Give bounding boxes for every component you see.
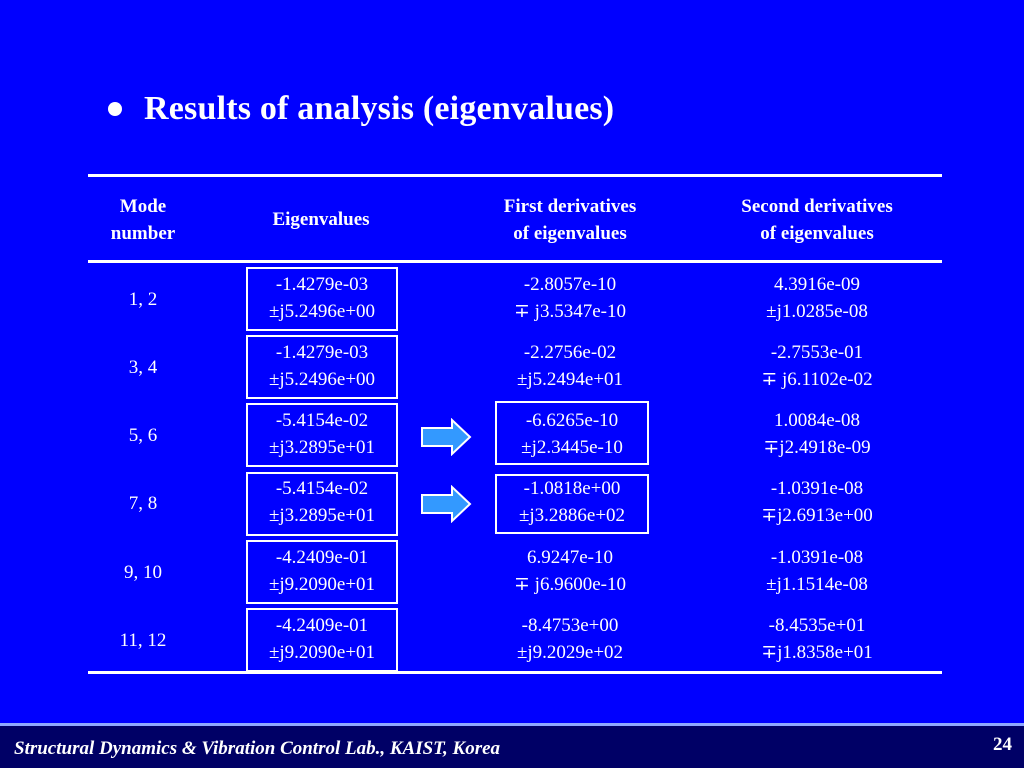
header-mode-line1: Mode — [119, 196, 167, 217]
first-imag-row-3: ±j2.3445e-10 — [521, 437, 623, 458]
right-arrow-icon — [421, 485, 472, 523]
first-deriv-cell-row-5: 6.9247e-10 ∓ j6.9600e-10 — [470, 544, 670, 598]
slide-title-row: Results of analysis (eigenvalues) — [108, 90, 614, 128]
first-imag-row-4: ±j3.2886e+02 — [518, 505, 626, 526]
eig-imag-row-5: ±j9.2090e+01 — [268, 574, 376, 595]
eig-real-row-2: -1.4279e-03 — [275, 342, 369, 363]
mode-cell-row-6: 11, 12 — [119, 630, 167, 651]
eig-real-row-1: -1.4279e-03 — [275, 274, 369, 295]
slide-title: Results of analysis (eigenvalues) — [144, 90, 615, 127]
table-header-rule — [88, 260, 942, 263]
highlight-box-eig-9-10 — [246, 540, 398, 604]
eig-real-row-5: -4.2409e-01 — [275, 547, 369, 568]
eig-real-row-6: -4.2409e-01 — [275, 615, 369, 636]
header-mode: Mode number — [88, 193, 198, 247]
second-real-row-3: 1.0084e-08 — [773, 410, 860, 431]
header-second-line1: Second derivatives — [741, 196, 893, 217]
eigenvalue-cell-row-1: -1.4279e-03 ±j5.2496e+00 — [246, 271, 398, 325]
first-deriv-cell-row-2: -2.2756e-02 ±j5.2494e+01 — [470, 339, 670, 393]
first-imag-row-6: ±j9.2029e+02 — [516, 642, 624, 663]
second-deriv-cell-row-4: -1.0391e-08 ∓j2.6913e+00 — [712, 475, 922, 529]
header-eigenvalues: Eigenvalues — [246, 206, 396, 233]
highlight-box-eig-11-12 — [246, 608, 398, 672]
eig-imag-row-1: ±j5.2496e+00 — [268, 301, 376, 322]
second-imag-row-5: ±j1.1514e-08 — [766, 574, 868, 595]
footer-bar: Structural Dynamics & Vibration Control … — [0, 723, 1024, 768]
highlight-box-eig-5-6 — [246, 403, 398, 467]
first-imag-row-5: ∓ j6.9600e-10 — [514, 574, 626, 595]
eig-imag-row-4: ±j3.2895e+01 — [268, 505, 376, 526]
second-real-row-4: -1.0391e-08 — [770, 478, 864, 499]
header-eig-line1: Eigenvalues — [272, 209, 370, 230]
bullet-icon — [108, 102, 122, 116]
first-real-row-5: 6.9247e-10 — [526, 547, 613, 568]
header-first-line2: of eigenvalues — [513, 223, 627, 244]
second-real-row-5: -1.0391e-08 — [770, 547, 864, 568]
highlight-box-first-7-8 — [495, 474, 649, 534]
eig-real-row-4: -5.4154e-02 — [275, 478, 369, 499]
highlight-box-first-5-6 — [495, 401, 649, 465]
mode-cell-row-2: 3, 4 — [128, 357, 158, 378]
header-second-line2: of eigenvalues — [760, 223, 874, 244]
first-deriv-cell-row-4: -1.0818e+00 ±j3.2886e+02 — [495, 475, 649, 529]
second-deriv-cell-row-6: -8.4535e+01 ∓j1.8358e+01 — [712, 612, 922, 666]
highlight-box-eig-7-8 — [246, 472, 398, 536]
mode-cell-row-4: 7, 8 — [128, 493, 158, 514]
first-deriv-cell-row-6: -8.4753e+00 ±j9.2029e+02 — [470, 612, 670, 666]
first-real-row-1: -2.8057e-10 — [523, 274, 617, 295]
mode-cell-row-1: 1, 2 — [128, 289, 158, 310]
first-real-row-3: -6.6265e-10 — [525, 410, 619, 431]
right-arrow-icon — [421, 418, 472, 456]
second-real-row-6: -8.4535e+01 — [768, 615, 866, 636]
page-number: 24 — [993, 734, 1012, 755]
second-imag-row-1: ±j1.0285e-08 — [766, 301, 868, 322]
mode-cell-row-3: 5, 6 — [128, 425, 158, 446]
header-first-line1: First derivatives — [503, 196, 637, 217]
table-bottom-rule — [88, 671, 942, 674]
second-imag-row-3: ∓j2.4918e-09 — [763, 437, 871, 458]
second-imag-row-2: ∓ j6.1102e-02 — [761, 369, 873, 390]
highlight-box-eig-1-2 — [246, 267, 398, 331]
second-deriv-cell-row-2: -2.7553e-01 ∓ j6.1102e-02 — [712, 339, 922, 393]
table-top-rule — [88, 174, 942, 177]
eigenvalue-cell-row-6: -4.2409e-01 ±j9.2090e+01 — [246, 612, 398, 666]
eigenvalue-cell-row-5: -4.2409e-01 ±j9.2090e+01 — [246, 544, 398, 598]
second-deriv-cell-row-5: -1.0391e-08 ±j1.1514e-08 — [712, 544, 922, 598]
mode-cell-row-5: 9, 10 — [124, 562, 162, 583]
header-first-derivatives: First derivatives of eigenvalues — [470, 193, 670, 247]
second-deriv-cell-row-3: 1.0084e-08 ∓j2.4918e-09 — [712, 407, 922, 461]
eigenvalue-cell-row-3: -5.4154e-02 ±j3.2895e+01 — [246, 407, 398, 461]
second-imag-row-6: ∓j1.8358e+01 — [761, 642, 873, 663]
second-imag-row-4: ∓j2.6913e+00 — [761, 505, 873, 526]
header-second-derivatives: Second derivatives of eigenvalues — [712, 193, 922, 247]
first-deriv-cell-row-1: -2.8057e-10 ∓ j3.5347e-10 — [470, 271, 670, 325]
second-real-row-2: -2.7553e-01 — [770, 342, 864, 363]
footer-lab-name: Structural Dynamics & Vibration Control … — [14, 738, 501, 759]
first-real-row-6: -8.4753e+00 — [521, 615, 619, 636]
first-deriv-cell-row-3: -6.6265e-10 ±j2.3445e-10 — [495, 407, 649, 461]
header-mode-line2: number — [110, 223, 176, 244]
first-real-row-4: -1.0818e+00 — [523, 478, 621, 499]
eig-imag-row-6: ±j9.2090e+01 — [268, 642, 376, 663]
first-imag-row-1: ∓ j3.5347e-10 — [514, 301, 626, 322]
eig-imag-row-2: ±j5.2496e+00 — [268, 369, 376, 390]
first-imag-row-2: ±j5.2494e+01 — [516, 369, 624, 390]
eigenvalue-cell-row-2: -1.4279e-03 ±j5.2496e+00 — [246, 339, 398, 393]
eig-real-row-3: -5.4154e-02 — [275, 410, 369, 431]
eigenvalue-cell-row-4: -5.4154e-02 ±j3.2895e+01 — [246, 475, 398, 529]
second-real-row-1: 4.3916e-09 — [773, 274, 860, 295]
highlight-box-eig-3-4 — [246, 335, 398, 399]
first-real-row-2: -2.2756e-02 — [523, 342, 617, 363]
eig-imag-row-3: ±j3.2895e+01 — [268, 437, 376, 458]
second-deriv-cell-row-1: 4.3916e-09 ±j1.0285e-08 — [712, 271, 922, 325]
